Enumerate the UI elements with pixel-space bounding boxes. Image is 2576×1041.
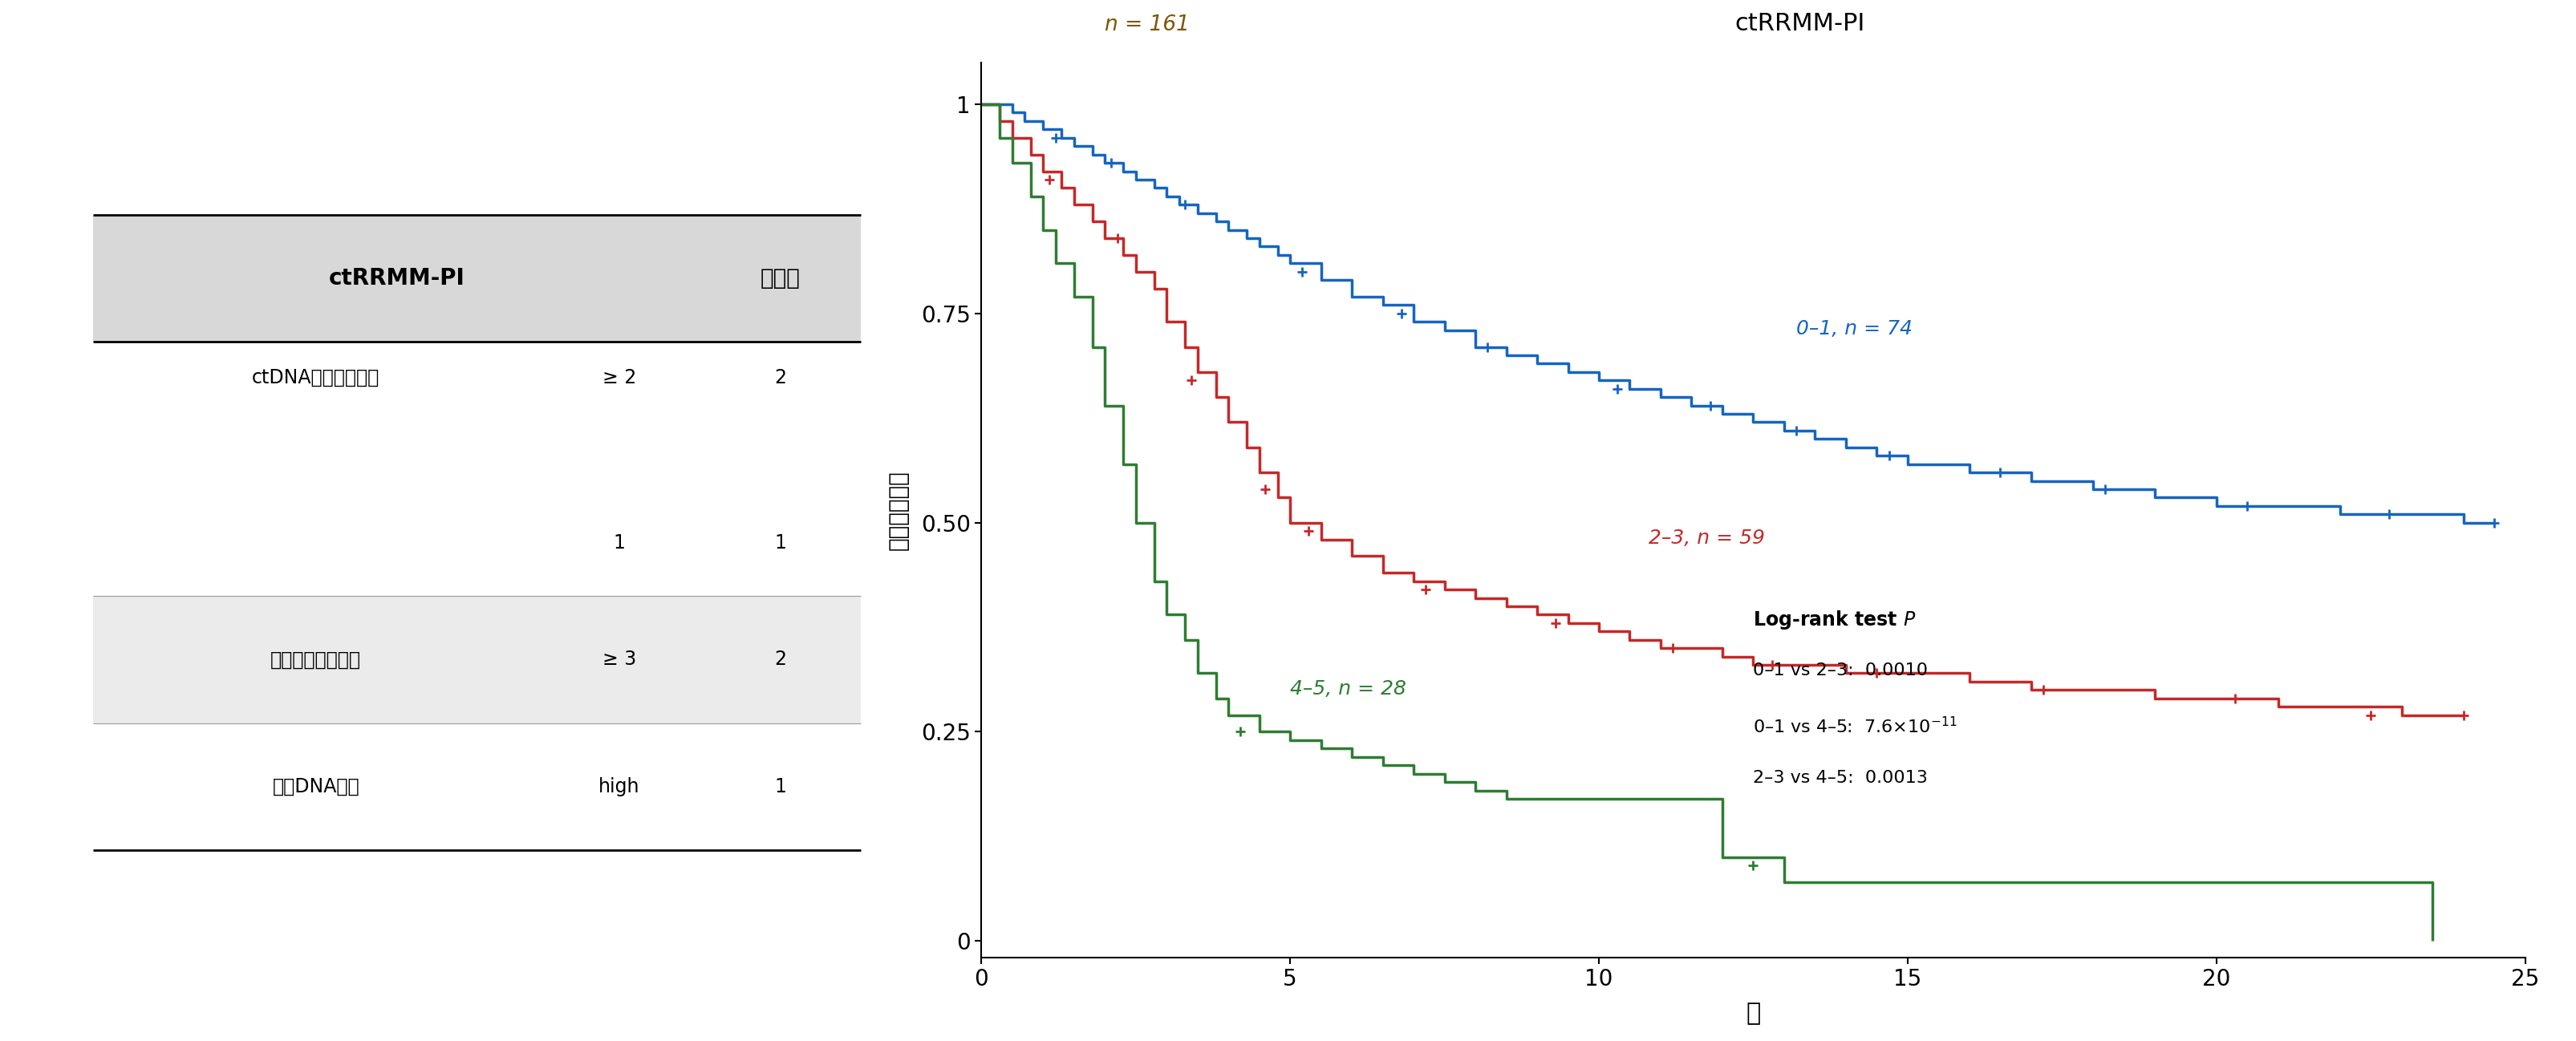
Bar xyxy=(93,341,860,468)
Bar xyxy=(93,468,860,596)
Text: 0–1 vs 2–3:  0.0010: 0–1 vs 2–3: 0.0010 xyxy=(1752,662,1927,679)
Text: ≥ 2: ≥ 2 xyxy=(603,367,636,387)
Bar xyxy=(93,214,860,341)
Text: Log-rank test $P$: Log-rank test $P$ xyxy=(1752,609,1917,631)
Text: 1: 1 xyxy=(775,533,786,553)
Bar xyxy=(93,723,860,850)
Text: ctRRMM-PI: ctRRMM-PI xyxy=(327,266,464,289)
Text: high: high xyxy=(598,777,639,796)
X-axis label: 月: 月 xyxy=(1747,1001,1759,1025)
Text: 2: 2 xyxy=(775,650,786,669)
Bar xyxy=(93,596,860,723)
Text: スコア: スコア xyxy=(760,266,801,289)
Text: 1: 1 xyxy=(775,777,786,796)
Text: 血漿DNA濃度: 血漿DNA濃度 xyxy=(273,777,361,796)
Text: 0–1, n = 74: 0–1, n = 74 xyxy=(1795,320,1911,338)
Text: ctRRMM-PI: ctRRMM-PI xyxy=(1734,12,1865,35)
Y-axis label: 無増悪生存率: 無増悪生存率 xyxy=(886,471,909,550)
Text: n = 161: n = 161 xyxy=(1105,15,1190,35)
Text: 4–5, n = 28: 4–5, n = 28 xyxy=(1291,679,1406,699)
Text: 2: 2 xyxy=(775,367,786,387)
Text: 1: 1 xyxy=(613,533,626,553)
Text: ≥ 3: ≥ 3 xyxy=(603,650,636,669)
Text: 2–3, n = 59: 2–3, n = 59 xyxy=(1649,529,1765,548)
Text: 前治療レジメン数: 前治療レジメン数 xyxy=(270,650,361,669)
Text: ctDNA変異遺伝子数: ctDNA変異遺伝子数 xyxy=(252,367,379,387)
Text: 0–1 vs 4–5:  7.6×10$^{-11}$: 0–1 vs 4–5: 7.6×10$^{-11}$ xyxy=(1752,716,1958,736)
Text: 2–3 vs 4–5:  0.0013: 2–3 vs 4–5: 0.0013 xyxy=(1752,769,1927,786)
